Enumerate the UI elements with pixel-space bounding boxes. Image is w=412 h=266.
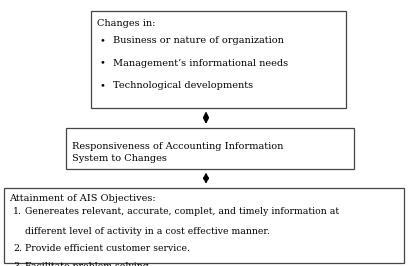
Text: System to Changes: System to Changes — [72, 154, 167, 163]
Text: Attainment of AIS Objectives:: Attainment of AIS Objectives: — [9, 194, 156, 203]
Text: different level of activity in a cost effective manner.: different level of activity in a cost ef… — [25, 227, 269, 236]
FancyBboxPatch shape — [91, 11, 346, 108]
Text: Business or nature of organization: Business or nature of organization — [113, 36, 284, 45]
Text: 2.: 2. — [13, 244, 22, 253]
Text: Changes in:: Changes in: — [97, 19, 155, 28]
Text: •: • — [100, 59, 105, 68]
Text: Technological developments: Technological developments — [113, 81, 253, 90]
Text: 1.: 1. — [13, 207, 22, 217]
Text: 3.: 3. — [13, 262, 22, 266]
Text: •: • — [100, 81, 105, 90]
FancyBboxPatch shape — [66, 128, 354, 169]
Text: Provide efficient customer service.: Provide efficient customer service. — [25, 244, 190, 253]
Text: Genereates relevant, accurate, complet, and timely information at: Genereates relevant, accurate, complet, … — [25, 207, 339, 217]
Text: Responsiveness of Accounting Information: Responsiveness of Accounting Information — [72, 142, 283, 151]
Text: •: • — [100, 36, 105, 45]
Text: Management’s informational needs: Management’s informational needs — [113, 59, 288, 68]
FancyBboxPatch shape — [4, 188, 404, 263]
Text: Facilitate problem solving.: Facilitate problem solving. — [25, 262, 152, 266]
